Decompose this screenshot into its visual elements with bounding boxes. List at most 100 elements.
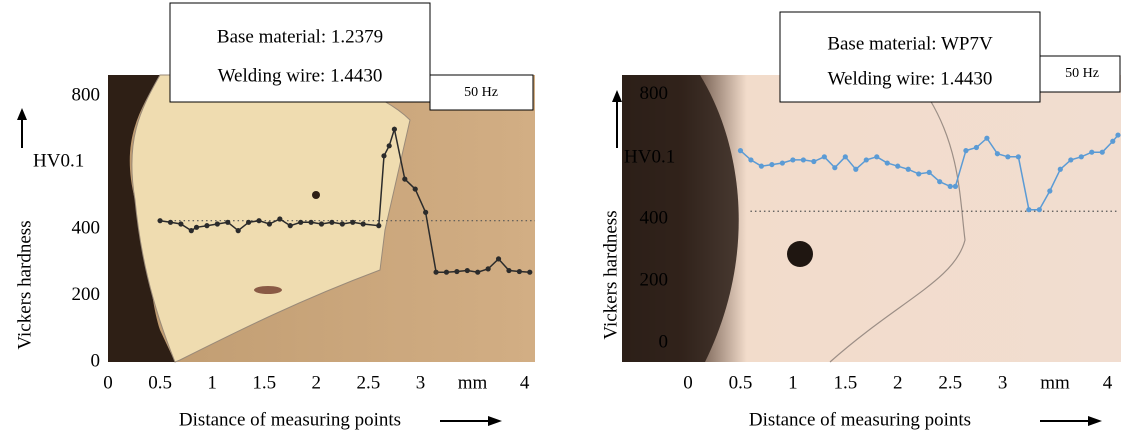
data-point xyxy=(288,223,293,228)
figure: Base material: 1.2379 Welding wire: 1.44… xyxy=(0,0,1121,433)
data-point xyxy=(895,164,900,169)
y-tick-label: 800 xyxy=(640,83,669,104)
annotation: Base material: 1.2379 xyxy=(217,26,383,47)
data-point xyxy=(168,220,173,225)
data-point xyxy=(738,148,743,153)
data-point xyxy=(376,223,381,228)
data-point xyxy=(256,218,261,223)
x-tick-label: 0.5 xyxy=(148,372,172,393)
data-point xyxy=(267,221,272,226)
data-point xyxy=(916,171,921,176)
x-tick-label: 2.5 xyxy=(356,372,380,393)
data-point xyxy=(308,220,313,225)
y-tick-label: 0 xyxy=(91,350,101,371)
y-axis-title: Vickers hardness xyxy=(600,210,621,339)
data-point xyxy=(465,268,470,273)
data-point xyxy=(157,218,162,223)
annotation: Welding wire: 1.4430 xyxy=(828,68,993,89)
frequency-label: 50 Hz xyxy=(464,85,498,100)
data-point xyxy=(204,223,209,228)
arrowhead xyxy=(17,108,27,120)
x-tick-label: 2 xyxy=(312,372,322,393)
annotation: Base material: WP7V xyxy=(827,33,993,54)
annotation: Welding wire: 1.4430 xyxy=(218,65,383,86)
data-point xyxy=(984,136,989,141)
data-point xyxy=(350,220,355,225)
data-point xyxy=(1047,188,1052,193)
data-point xyxy=(413,186,418,191)
data-point xyxy=(236,228,241,233)
data-point xyxy=(387,143,392,148)
data-point xyxy=(874,154,879,159)
y-tick-label: 200 xyxy=(72,284,101,305)
data-point xyxy=(853,167,858,172)
data-point xyxy=(433,270,438,275)
data-point xyxy=(340,221,345,226)
data-point xyxy=(906,167,911,172)
data-point xyxy=(953,184,958,189)
micrograph-right xyxy=(622,75,1121,362)
data-point xyxy=(361,221,366,226)
data-point xyxy=(1089,150,1094,155)
y-unit: HV0.1 xyxy=(624,146,675,167)
data-point xyxy=(927,170,932,175)
data-point xyxy=(1079,154,1084,159)
data-point xyxy=(402,176,407,181)
data-point xyxy=(225,220,230,225)
data-point xyxy=(486,266,491,271)
data-point xyxy=(948,184,953,189)
x-tick-label: mm xyxy=(458,372,488,393)
x-tick-label: 3 xyxy=(416,372,426,393)
y-axis-title: Vickers hardness xyxy=(14,220,35,349)
arrowhead xyxy=(488,416,502,426)
data-point xyxy=(506,268,511,273)
data-point xyxy=(864,157,869,162)
data-point xyxy=(517,269,522,274)
data-point xyxy=(811,159,816,164)
data-point xyxy=(454,269,459,274)
x-tick-label: mm xyxy=(1040,372,1070,393)
data-point xyxy=(444,270,449,275)
data-point xyxy=(329,220,334,225)
data-point xyxy=(246,220,251,225)
data-point xyxy=(748,157,753,162)
data-point xyxy=(423,210,428,215)
data-point xyxy=(1016,154,1021,159)
data-point xyxy=(1068,157,1073,162)
data-point xyxy=(1026,207,1031,212)
micrograph-left xyxy=(108,75,535,362)
data-point xyxy=(885,160,890,165)
y-tick-label: 400 xyxy=(640,207,669,228)
frequency-label: 50 Hz xyxy=(1065,66,1099,81)
x-tick-label: 0 xyxy=(683,372,693,393)
y-unit: HV0.1 xyxy=(33,150,84,171)
data-point xyxy=(759,164,764,169)
data-point xyxy=(277,216,282,221)
x-tick-label: 1.5 xyxy=(833,372,857,393)
x-tick-label: 1 xyxy=(207,372,217,393)
data-point xyxy=(1115,132,1120,137)
data-point xyxy=(963,148,968,153)
x-tick-label: 0.5 xyxy=(729,372,753,393)
data-point xyxy=(1037,207,1042,212)
data-point xyxy=(496,256,501,261)
data-point xyxy=(801,157,806,162)
data-point xyxy=(381,153,386,158)
y-tick-label: 0 xyxy=(659,332,669,353)
data-point xyxy=(780,160,785,165)
data-point xyxy=(822,154,827,159)
arrowhead xyxy=(612,90,622,102)
data-point xyxy=(790,157,795,162)
data-point xyxy=(1058,167,1063,172)
annotation-box xyxy=(170,3,430,102)
data-point xyxy=(1110,139,1115,144)
x-tick-label: 2.5 xyxy=(938,372,962,393)
data-point xyxy=(937,179,942,184)
x-tick-label: 2 xyxy=(893,372,903,393)
data-point xyxy=(995,151,1000,156)
data-point xyxy=(832,165,837,170)
data-point xyxy=(843,154,848,159)
data-point xyxy=(194,225,199,230)
data-point xyxy=(527,270,532,275)
x-tick-label: 3 xyxy=(998,372,1008,393)
